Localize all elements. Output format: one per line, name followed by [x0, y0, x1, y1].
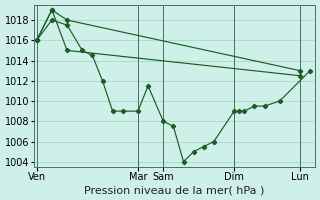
X-axis label: Pression niveau de la mer( hPa ): Pression niveau de la mer( hPa )	[84, 185, 265, 195]
